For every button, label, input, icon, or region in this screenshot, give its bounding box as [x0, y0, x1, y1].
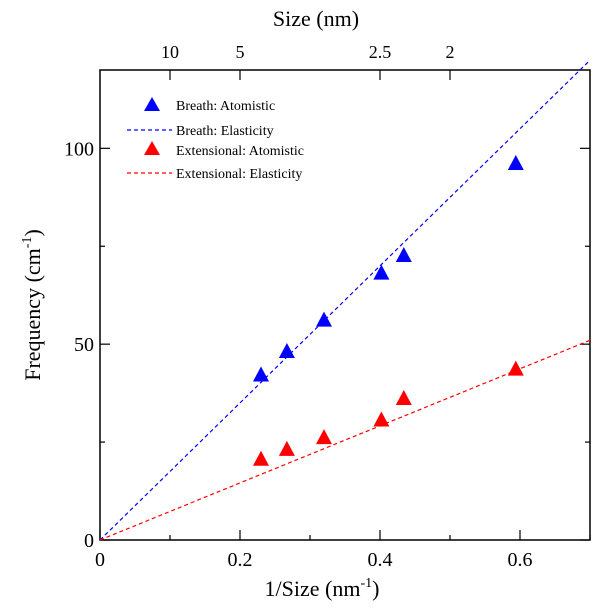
point-extensional-atomistic — [395, 390, 412, 405]
point-breath-atomistic — [316, 311, 332, 327]
y-tick-label: 0 — [84, 530, 94, 552]
point-extensional-atomistic — [278, 440, 295, 456]
x-axis-title: 1/Size (nm-1) — [265, 576, 380, 601]
ticks-layer: 0 0.2 0.4 0.6 10 5 2.5 2 0 50 100 — [64, 42, 591, 571]
x-tick-label: 0 — [95, 549, 105, 571]
legend-label-breath-atomistic: Breath: Atomistic — [176, 99, 275, 114]
x-axis-title-main: 1/Size (nm — [265, 576, 361, 601]
legend-marker-breath-atomistic — [144, 97, 160, 111]
y-axis-title: Frequency (cm-1) — [20, 229, 45, 381]
point-breath-atomistic — [278, 343, 295, 358]
legend-item-breath-elasticity: Breath: Elasticity — [127, 124, 274, 139]
x-tick-label: 0.2 — [228, 549, 253, 571]
legend-label-extensional-elasticity: Extensional: Elasticity — [176, 167, 302, 182]
top-tick-label: 2.5 — [369, 42, 392, 62]
x-tick-label: 0.4 — [368, 549, 393, 571]
x-tick-label: 0.6 — [508, 549, 533, 571]
point-extensional-atomistic — [507, 360, 524, 376]
top-axis-title: Size (nm) — [273, 6, 359, 31]
legend-marker-extensional-atomistic — [144, 141, 160, 155]
point-breath-atomistic — [395, 247, 412, 263]
plot-frame — [99, 69, 591, 541]
point-extensional-atomistic — [316, 429, 332, 445]
legend-item-extensional-atomistic: Extensional: Atomistic — [144, 141, 304, 159]
top-tick-label: 10 — [161, 42, 179, 62]
point-breath-atomistic — [253, 366, 269, 382]
top-tick-label: 5 — [236, 42, 245, 62]
series-line-breath-elasticity — [99, 59, 591, 541]
legend-label-extensional-atomistic: Extensional: Atomistic — [176, 144, 304, 159]
y-axis-title-end: ) — [20, 229, 45, 236]
point-breath-atomistic — [507, 155, 524, 170]
y-axis-title-main: Frequency (cm — [20, 248, 45, 381]
point-extensional-atomistic — [373, 411, 390, 427]
point-breath-atomistic — [373, 264, 390, 280]
point-extensional-atomistic — [253, 450, 269, 466]
legend: Breath: Atomistic Breath: Elasticity Ext… — [127, 97, 304, 182]
legend-item-breath-atomistic: Breath: Atomistic — [144, 97, 275, 114]
legend-label-breath-elasticity: Breath: Elasticity — [176, 124, 274, 139]
x-axis-title-end: ) — [372, 576, 379, 601]
x-axis-title-sup: -1 — [360, 576, 372, 591]
y-axis-title-sup: -1 — [20, 237, 35, 249]
y-tick-label: 100 — [64, 138, 94, 160]
legend-item-extensional-elasticity: Extensional: Elasticity — [127, 167, 302, 182]
top-tick-label: 2 — [446, 42, 455, 62]
y-tick-label: 50 — [74, 334, 94, 356]
series-layer — [99, 59, 591, 541]
